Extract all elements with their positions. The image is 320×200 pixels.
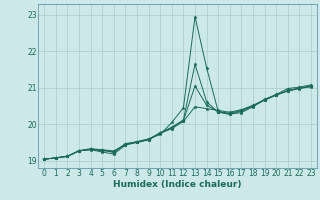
X-axis label: Humidex (Indice chaleur): Humidex (Indice chaleur) xyxy=(113,180,242,189)
